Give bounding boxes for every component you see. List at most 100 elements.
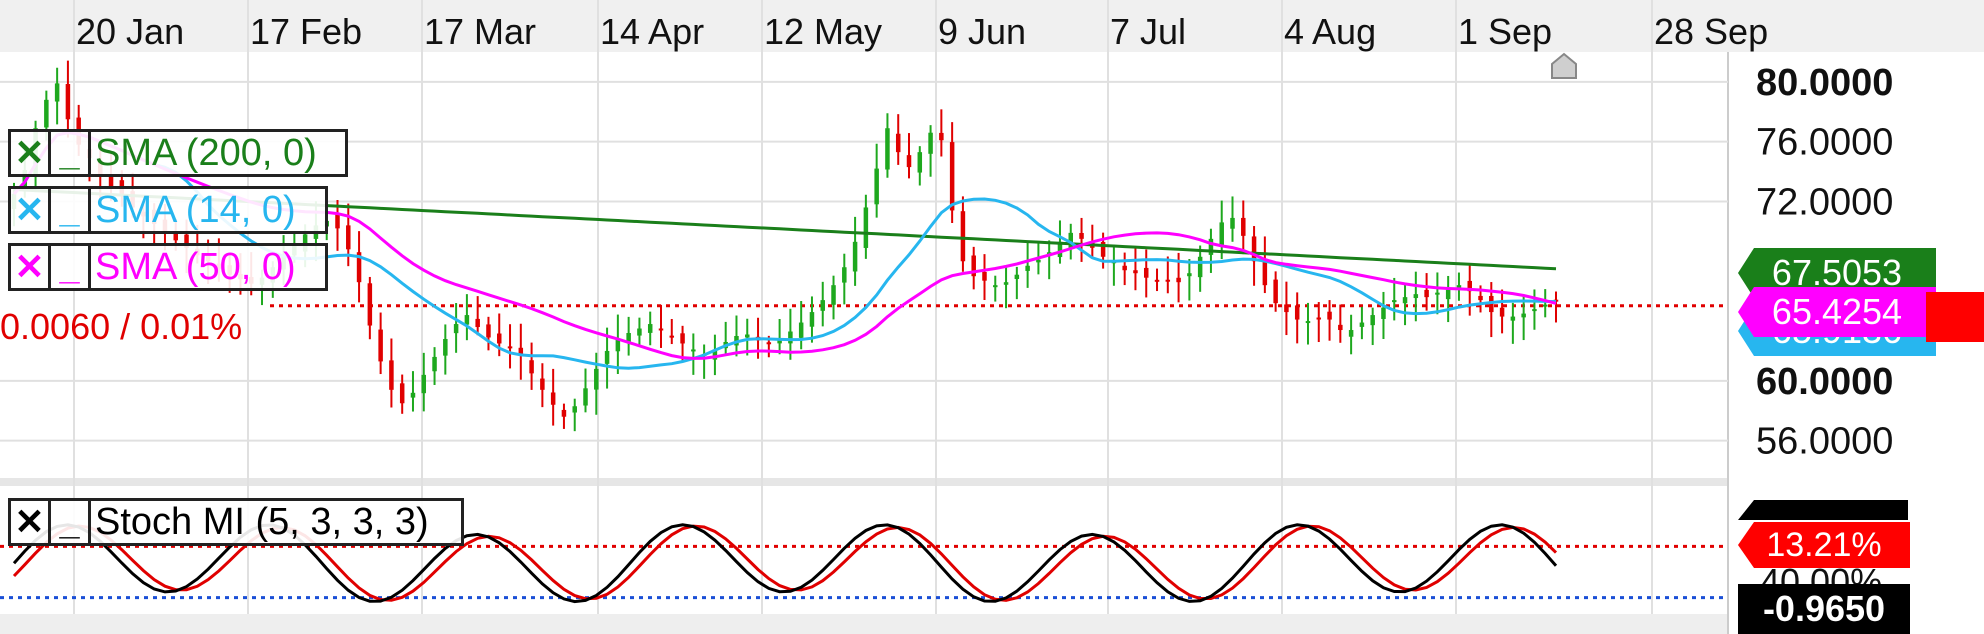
price-tick-label: 72.0000 (1756, 181, 1893, 223)
pane-separator[interactable] (0, 478, 1728, 486)
candle-body (1348, 330, 1354, 337)
candle-body (475, 318, 480, 328)
candle-body (1143, 267, 1149, 278)
candle-body (745, 334, 750, 338)
candle-body (184, 234, 189, 248)
candle-body (367, 283, 373, 326)
candle-body (949, 142, 955, 211)
date-axis-bg (0, 0, 1984, 52)
candle-body (691, 349, 696, 352)
date-tick-label: 1 Sep (1458, 11, 1552, 52)
candle-body (507, 346, 513, 349)
candle-body (1273, 279, 1278, 304)
stoch-close-button[interactable]: ✕ (11, 501, 51, 543)
candle-body (572, 406, 577, 413)
candle-body (432, 356, 437, 372)
candle-body (820, 300, 825, 311)
candle-body (561, 409, 567, 417)
date-tick-label: 7 Jul (1110, 11, 1186, 52)
candle-body (939, 132, 944, 141)
candle-body (777, 338, 782, 344)
date-tick-label: 17 Mar (424, 11, 536, 52)
date-tick-label: 20 Jan (76, 11, 184, 52)
legend-sma14: ✕ _ SMA (14, 0) (8, 186, 328, 234)
candle-body (1489, 295, 1494, 313)
candle-body (982, 271, 987, 281)
candle-body (583, 388, 588, 406)
candle-body (1294, 305, 1300, 320)
candle-body (917, 152, 923, 173)
candle-body (960, 211, 966, 262)
candle-body (464, 315, 470, 325)
candle-body (1467, 280, 1472, 292)
date-tick-label: 9 Jun (938, 11, 1026, 52)
stoch-value-tag: 13.21% (1738, 522, 1910, 568)
candle-body (604, 350, 610, 364)
candle-body (518, 347, 524, 356)
candle-body (928, 132, 933, 154)
bottom-margin (0, 614, 1728, 634)
candle-body (1133, 270, 1138, 274)
sma200-label: SMA (200, 0) (95, 131, 317, 174)
legend-sma50: ✕ _ SMA (50, 0) (8, 243, 328, 291)
candle-body (346, 225, 351, 250)
candle-body (550, 392, 556, 405)
stoch-tag-notch (1738, 500, 1908, 520)
price-change-label: 0.0060 / 0.01% (0, 306, 243, 347)
sma50-minimize-button[interactable]: _ (51, 246, 91, 288)
candle-body (54, 83, 60, 102)
candle-body (1046, 252, 1052, 255)
candle-body (1036, 259, 1041, 263)
date-tick-label: 4 Aug (1284, 11, 1376, 52)
candle-body (1165, 279, 1171, 282)
candle-body (1510, 316, 1516, 321)
candle-body (766, 342, 772, 345)
candle-body (1068, 232, 1074, 248)
candle-body (1176, 277, 1181, 283)
candle-body (1187, 273, 1192, 277)
candle-body (1262, 261, 1268, 286)
scroll-to-end-icon[interactable] (1551, 52, 1577, 79)
date-tick-label: 12 May (764, 11, 882, 52)
candle-body (529, 360, 534, 374)
sma200-close-button[interactable]: ✕ (11, 132, 51, 174)
candle-body (647, 324, 653, 333)
candle-body (1499, 307, 1505, 317)
candle-body (1241, 217, 1246, 236)
candle-body (173, 233, 178, 241)
candle-body (637, 328, 642, 336)
candle-body (1316, 317, 1322, 320)
legend-sma200: ✕ _ SMA (200, 0) (8, 129, 348, 177)
candle-body (1305, 321, 1311, 324)
candle-body (615, 338, 621, 352)
candle-body (809, 312, 815, 327)
candle-body (1327, 311, 1332, 320)
candle-body (1219, 222, 1224, 245)
candle-body (410, 392, 416, 398)
candle-body (971, 255, 976, 277)
candle-body (453, 324, 459, 334)
candle-body (1532, 309, 1537, 312)
stoch-minimize-button[interactable]: _ (51, 501, 91, 543)
candle-body (863, 207, 869, 248)
sma14-minimize-button[interactable]: _ (51, 189, 91, 231)
candle-body (1392, 300, 1397, 303)
candle-body (1122, 265, 1127, 271)
stoch-bottom-tag: -0.9650 (1738, 584, 1910, 634)
candle-body (669, 335, 675, 338)
candle-body (874, 168, 879, 205)
price-tick-label: 60.0000 (1756, 361, 1893, 403)
candle-body (1003, 282, 1009, 285)
sma50-close-button[interactable]: ✕ (11, 246, 51, 288)
candle-body (1197, 256, 1203, 278)
sma14-close-button[interactable]: ✕ (11, 189, 51, 231)
candle-body (798, 322, 804, 338)
candle-body (658, 328, 664, 331)
candle-body (842, 267, 847, 283)
candle-body (378, 329, 383, 362)
sma200-minimize-button[interactable]: _ (51, 132, 91, 174)
legend-stoch: ✕ _ Stoch MI (5, 3, 3, 3) (8, 498, 464, 546)
sma50-label: SMA (50, 0) (95, 245, 296, 288)
date-tick-label: 28 Sep (1654, 11, 1768, 52)
price-tick-label: 56.0000 (1756, 421, 1893, 463)
